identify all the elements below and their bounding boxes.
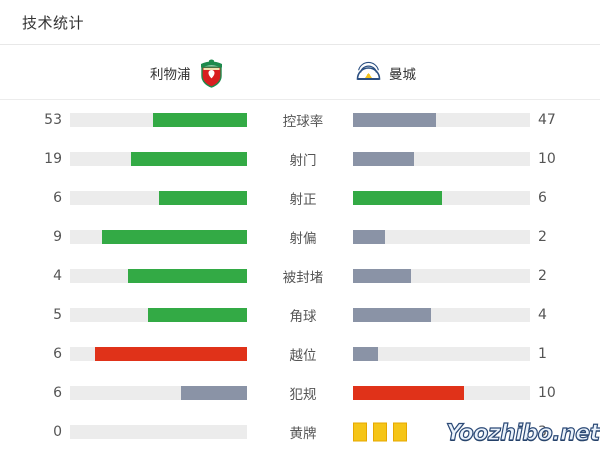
home-stat-bar-track bbox=[70, 307, 247, 322]
table-row: 0 黄牌 3 bbox=[0, 412, 600, 451]
away-stat-bar-fill bbox=[353, 268, 412, 283]
away-stat-bar-fill bbox=[353, 229, 385, 244]
home-stat-bar-track bbox=[70, 268, 247, 283]
table-row: 6 越位 1 bbox=[0, 334, 600, 373]
team-header-row: 利物浦 bbox=[0, 45, 600, 100]
table-row: 9 射偏 2 bbox=[0, 217, 600, 256]
away-stat-bar-track bbox=[353, 229, 530, 244]
home-stat-value: 0 bbox=[53, 423, 62, 440]
away-stat-value: 2 bbox=[538, 228, 547, 245]
away-stat-bar-track bbox=[353, 190, 530, 205]
panel-header: 技术统计 bbox=[0, 0, 600, 45]
home-stat-value: 6 bbox=[53, 345, 62, 362]
away-stat-bar-fill bbox=[353, 190, 442, 205]
stat-label: 角球 bbox=[289, 308, 317, 325]
table-row: 6 犯规 10 bbox=[0, 373, 600, 412]
away-stat-bar-fill bbox=[353, 346, 378, 361]
away-stat-value: 3 bbox=[538, 423, 547, 440]
home-stat-bar-fill bbox=[147, 307, 247, 322]
away-team-name: 曼城 bbox=[389, 66, 416, 83]
away-stat-value: 1 bbox=[538, 345, 547, 362]
home-stat-bar-fill bbox=[101, 229, 247, 244]
home-stat-bar-track bbox=[70, 190, 247, 205]
home-stat-value: 6 bbox=[53, 384, 62, 401]
away-stat-value: 10 bbox=[538, 384, 556, 401]
stat-label: 被封堵 bbox=[282, 269, 324, 286]
stat-label: 射正 bbox=[289, 191, 317, 208]
liverpool-crest-icon bbox=[198, 58, 225, 88]
table-row: 6 射正 6 bbox=[0, 178, 600, 217]
stat-rows: 53 控球率 47 19 射门 10 6 射正 6 9 射偏 2 4 被封堵 2 5 角球 4 6 越位 1 6 犯规 10 0… bbox=[0, 100, 600, 451]
home-stat-bar-track bbox=[70, 424, 247, 439]
home-stat-value: 19 bbox=[44, 150, 62, 167]
stat-label: 射偏 bbox=[289, 230, 317, 247]
away-stat-bar-track bbox=[353, 307, 530, 322]
site-watermark: Yoozhibo.net bbox=[445, 420, 600, 446]
yellow-card-icon bbox=[353, 422, 367, 441]
away-stat-bar-fill bbox=[353, 307, 431, 322]
away-stat-value: 4 bbox=[538, 306, 547, 323]
manchester-city-crest-icon bbox=[355, 58, 382, 88]
home-stat-value: 6 bbox=[53, 189, 62, 206]
home-team-name: 利物浦 bbox=[150, 66, 191, 83]
away-team: 曼城 bbox=[355, 45, 416, 100]
away-stat-bar-track bbox=[353, 385, 530, 400]
away-stat-bar-fill bbox=[353, 112, 437, 127]
home-stat-bar-fill bbox=[153, 112, 247, 127]
table-row: 19 射门 10 bbox=[0, 139, 600, 178]
stat-label: 控球率 bbox=[282, 113, 324, 130]
away-stat-bar-fill bbox=[353, 151, 415, 166]
home-stat-value: 5 bbox=[53, 306, 62, 323]
home-stat-bar-fill bbox=[158, 190, 247, 205]
home-stat-bar-fill bbox=[94, 346, 247, 361]
away-stat-bar-track bbox=[353, 268, 530, 283]
away-stat-bar-track bbox=[353, 151, 530, 166]
home-stat-bar-track bbox=[70, 385, 247, 400]
home-stat-value: 4 bbox=[53, 267, 62, 284]
home-stat-bar-track bbox=[70, 112, 247, 127]
away-stat-bar-track bbox=[353, 112, 530, 127]
away-stat-value: 2 bbox=[538, 267, 547, 284]
stat-label: 犯规 bbox=[289, 386, 317, 403]
stat-label: 越位 bbox=[289, 347, 317, 364]
home-stat-bar-track bbox=[70, 346, 247, 361]
home-stat-bar-fill bbox=[128, 268, 247, 283]
page-title: 技术统计 bbox=[22, 13, 85, 32]
table-row: 4 被封堵 2 bbox=[0, 256, 600, 295]
home-stat-value: 53 bbox=[44, 111, 62, 128]
home-stat-value: 9 bbox=[53, 228, 62, 245]
away-stat-value: 10 bbox=[538, 150, 556, 167]
yellow-card-icon bbox=[393, 422, 407, 441]
away-stat-value: 47 bbox=[538, 111, 556, 128]
away-stat-bar-track bbox=[353, 346, 530, 361]
home-stat-bar-fill bbox=[180, 385, 247, 400]
home-team: 利物浦 bbox=[150, 45, 225, 100]
home-stat-bar-fill bbox=[131, 151, 247, 166]
away-stat-value: 6 bbox=[538, 189, 547, 206]
home-stat-bar-track bbox=[70, 229, 247, 244]
table-row: 53 控球率 47 bbox=[0, 100, 600, 139]
away-stat-bar-fill bbox=[353, 385, 464, 400]
yellow-card-icon bbox=[373, 422, 387, 441]
home-stat-bar-track bbox=[70, 151, 247, 166]
stat-label: 射门 bbox=[289, 152, 317, 169]
stat-label: 黄牌 bbox=[289, 425, 317, 442]
table-row: 5 角球 4 bbox=[0, 295, 600, 334]
yellow-card-group bbox=[353, 422, 407, 441]
